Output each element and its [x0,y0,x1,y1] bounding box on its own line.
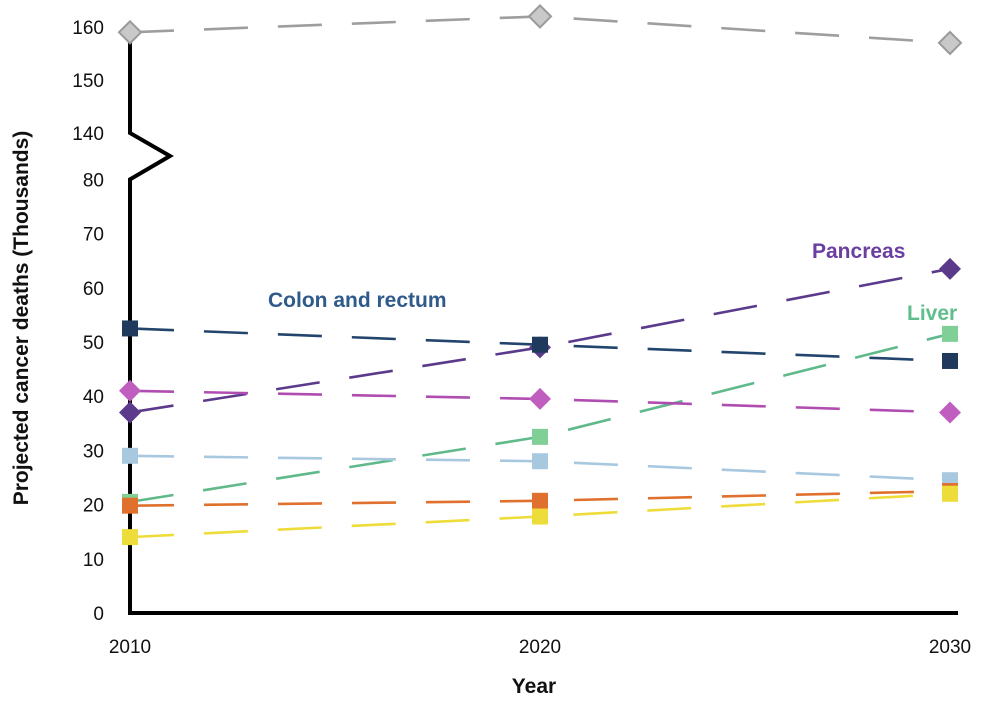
annotation-pancreas: Pancreas [812,240,905,263]
x-axis-title: Year [512,675,556,698]
data-point-leukemia [532,492,548,509]
y-axis-line [128,27,174,613]
data-point-prostate [532,453,548,470]
marker-layer [117,3,963,546]
x-tick-label: 2010 [109,637,151,658]
data-point-breast [529,387,551,410]
data-point-bladder [532,508,548,525]
data-point-lung [937,30,963,56]
x-tick-labels: 2010 2020 2030 [109,637,971,658]
data-point-breast [939,401,961,424]
data-point-prostate [122,447,138,464]
y-tick-label: 140 [72,124,104,145]
x-tick-label: 2020 [519,637,561,658]
data-point-liver [532,428,548,445]
data-point-pancreas [939,257,961,280]
data-point-colon-and-rectum [942,352,958,369]
y-tick-label: 40 [83,387,104,408]
y-tick-label: 80 [83,170,104,191]
y-tick-label: 70 [83,225,104,246]
annotation-liver: Liver [907,302,957,325]
data-point-bladder [122,529,138,546]
annotation-colon-and-rectum: Colon and rectum [268,289,447,312]
y-tick-label: 30 [83,441,104,462]
y-tick-label: 60 [83,279,104,300]
data-point-bladder [942,485,958,502]
y-tick-label: 50 [83,333,104,354]
y-tick-labels: 0 10 20 30 40 50 60 70 80 140 150 160 [72,18,104,625]
axis-layer [128,27,958,615]
y-tick-label: 150 [72,71,104,92]
series-line-liver [129,332,951,504]
annotation-layer: Colon and rectum Pancreas Liver [268,240,957,325]
series-line-pancreas [129,267,951,414]
x-tick-label: 2030 [929,637,971,658]
y-tick-label: 20 [83,496,104,517]
data-point-colon-and-rectum [122,320,138,337]
y-tick-label: 160 [72,18,104,39]
data-point-colon-and-rectum [532,336,548,353]
y-tick-label: 10 [83,550,104,571]
y-tick-label: 0 [93,604,104,625]
data-point-liver [942,325,958,342]
data-point-lung [527,3,553,29]
y-axis-title: Projected cancer deaths (Thousands) [10,131,33,506]
data-point-breast [119,379,141,402]
data-point-lung [117,19,143,45]
data-point-leukemia [122,497,138,514]
data-point-pancreas [119,401,141,424]
